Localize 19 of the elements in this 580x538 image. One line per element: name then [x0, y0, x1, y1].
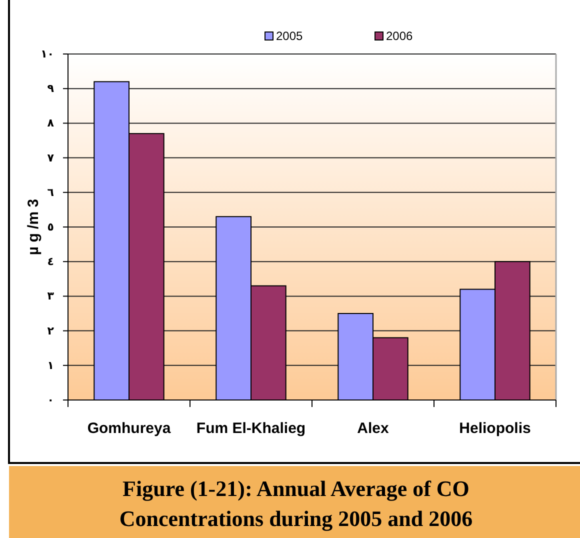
- y-axis-title: µ g /m 3: [25, 198, 42, 256]
- x-tick-label: Alex: [357, 420, 390, 437]
- y-tick-label: ٩: [47, 82, 54, 96]
- x-tick-label: Gomhureya: [87, 420, 172, 437]
- y-tick-label: ١: [47, 358, 54, 372]
- y-tick-label: ٤: [47, 255, 54, 268]
- y-tick-label: ٥: [47, 220, 54, 234]
- y-tick-label: ٣: [47, 290, 54, 303]
- legend-label: 2006: [386, 29, 414, 43]
- y-tick-label: ٦: [47, 186, 54, 199]
- y-tick-label: ٨: [47, 116, 54, 130]
- y-tick-label: ٠: [47, 394, 54, 407]
- y-tick-label: ٧: [47, 151, 54, 164]
- text: Figure (1-21): Annual Average of CO Concentrations during 2005 and 2006: [119, 476, 473, 531]
- x-tick-label: Fum El-Khalieg: [196, 420, 306, 437]
- legend-label: 2005: [276, 29, 304, 43]
- y-tick-label: ٢: [47, 324, 54, 338]
- x-tick-label: Heliopolis: [459, 420, 531, 437]
- y-tick-label: ١٠: [40, 48, 54, 61]
